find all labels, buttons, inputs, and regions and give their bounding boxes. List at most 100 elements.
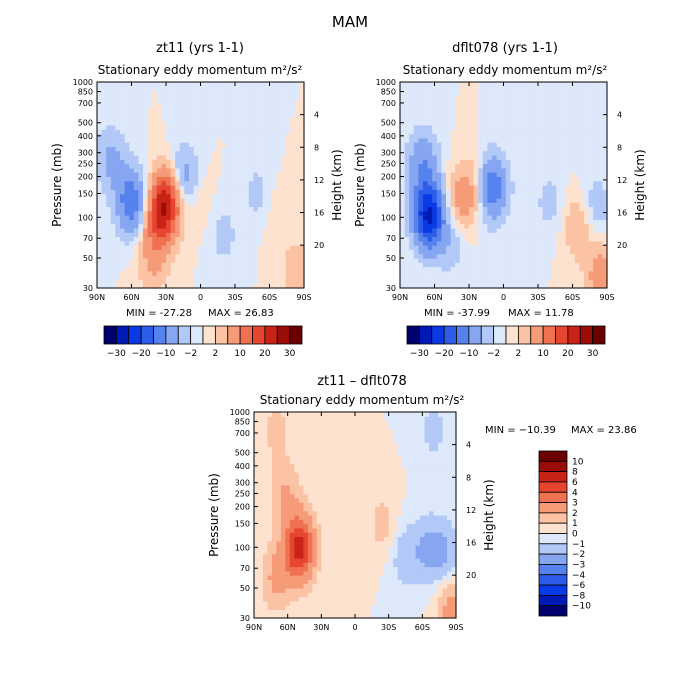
heatmap-cell <box>400 197 406 203</box>
heatmap-cell <box>179 124 185 130</box>
heatmap-cell <box>441 124 447 130</box>
heatmap-cell <box>258 180 264 186</box>
heatmap-cell <box>547 154 553 160</box>
heatmap-cell <box>235 219 241 225</box>
heatmap-cell <box>101 275 107 281</box>
heatmap-cell <box>184 236 190 242</box>
heatmap-cell <box>276 129 282 135</box>
heatmap-cell <box>496 262 502 268</box>
heatmap-cell <box>510 133 516 139</box>
heatmap-cell <box>258 219 264 225</box>
heatmap-cell <box>276 146 282 152</box>
heatmap-cell <box>574 86 580 92</box>
heatmap-cell <box>565 120 571 126</box>
heatmap-cell <box>258 570 264 576</box>
heatmap-cell <box>510 206 516 212</box>
heatmap-cell <box>143 94 149 100</box>
heatmap-cell <box>179 240 185 246</box>
heatmap-cell <box>258 94 264 100</box>
heatmap-cell <box>432 202 438 208</box>
heatmap-cell <box>254 484 260 490</box>
heatmap-cell <box>464 257 470 263</box>
heatmap-cell <box>152 197 158 203</box>
heatmap-cell <box>542 253 548 259</box>
heatmap-cell <box>492 172 498 178</box>
heatmap-cell <box>225 167 231 173</box>
heatmap-cell <box>501 223 507 229</box>
heatmap-cell <box>166 240 172 246</box>
heatmap-cell <box>175 223 181 229</box>
heatmap-cell <box>533 129 539 135</box>
heatmap-cell <box>258 596 264 602</box>
heatmap-cell <box>436 223 442 229</box>
heatmap-cell <box>547 266 553 272</box>
heatmap-cell <box>124 137 130 143</box>
heatmap-cell <box>298 484 304 490</box>
heatmap-cell <box>285 103 291 109</box>
heatmap-cell <box>110 236 116 242</box>
heatmap-cell <box>198 215 204 220</box>
heatmap-cell <box>597 236 603 242</box>
heatmap-cell <box>299 142 305 147</box>
heatmap-cell <box>602 94 608 100</box>
heatmap-cell <box>115 206 121 212</box>
heatmap-cell <box>505 253 511 259</box>
heatmap-cell <box>193 245 199 250</box>
heatmap-cell <box>524 262 530 268</box>
heatmap-cell <box>432 215 438 220</box>
heatmap-cell <box>492 185 498 190</box>
heatmap-cell <box>593 227 599 233</box>
heatmap-cell <box>143 275 149 281</box>
heatmap-cell <box>143 172 149 178</box>
heatmap-cell <box>597 279 603 285</box>
heatmap-cell <box>120 232 126 238</box>
heatmap-cell <box>170 167 176 173</box>
heatmap-cell <box>584 90 590 96</box>
heatmap-cell <box>570 266 576 272</box>
heatmap-cell <box>298 506 304 512</box>
heatmap-cell <box>409 172 415 178</box>
heatmap-cell <box>280 545 287 550</box>
heatmap-cell <box>533 185 539 190</box>
heatmap-cell <box>170 103 176 109</box>
heatmap-cell <box>469 262 475 268</box>
heatmap-cell <box>290 262 296 268</box>
heatmap-cell <box>120 129 126 135</box>
heatmap-cell <box>561 262 567 268</box>
heatmap-cell <box>285 159 291 165</box>
heatmap-cell <box>459 279 465 285</box>
heatmap-cell <box>593 159 599 165</box>
heatmap-cell <box>161 124 167 130</box>
heatmap-cell <box>478 245 484 250</box>
heatmap-cell <box>418 189 424 195</box>
heatmap-cell <box>221 266 227 272</box>
heatmap-cell <box>161 163 167 169</box>
heatmap-cell <box>294 107 300 113</box>
heatmap-cell <box>289 609 295 615</box>
heatmap-cell <box>106 116 112 122</box>
heatmap-cell <box>538 112 544 117</box>
heatmap-cell <box>299 159 305 165</box>
heatmap-cell <box>565 180 571 186</box>
heatmap-cell <box>258 90 264 96</box>
heatmap-cell <box>294 193 300 199</box>
heatmap-cell <box>115 150 121 156</box>
heatmap-cell <box>409 82 415 87</box>
heatmap-cell <box>271 236 277 242</box>
heatmap-cell <box>542 163 548 169</box>
heatmap-cell <box>478 137 484 143</box>
heatmap-cell <box>285 193 291 199</box>
heatmap-cell <box>469 245 475 250</box>
heatmap-cell <box>258 416 264 422</box>
heatmap-cell <box>579 283 585 289</box>
heatmap-cell <box>409 99 415 105</box>
heatmap-cell <box>423 283 429 289</box>
heatmap-cell <box>262 103 268 109</box>
heatmap-cell <box>413 279 419 285</box>
heatmap-cell <box>271 442 278 447</box>
heatmap-cell <box>584 94 590 100</box>
heatmap-cell <box>258 437 264 443</box>
heatmap-cell <box>170 245 176 250</box>
heatmap-cell <box>198 120 204 126</box>
